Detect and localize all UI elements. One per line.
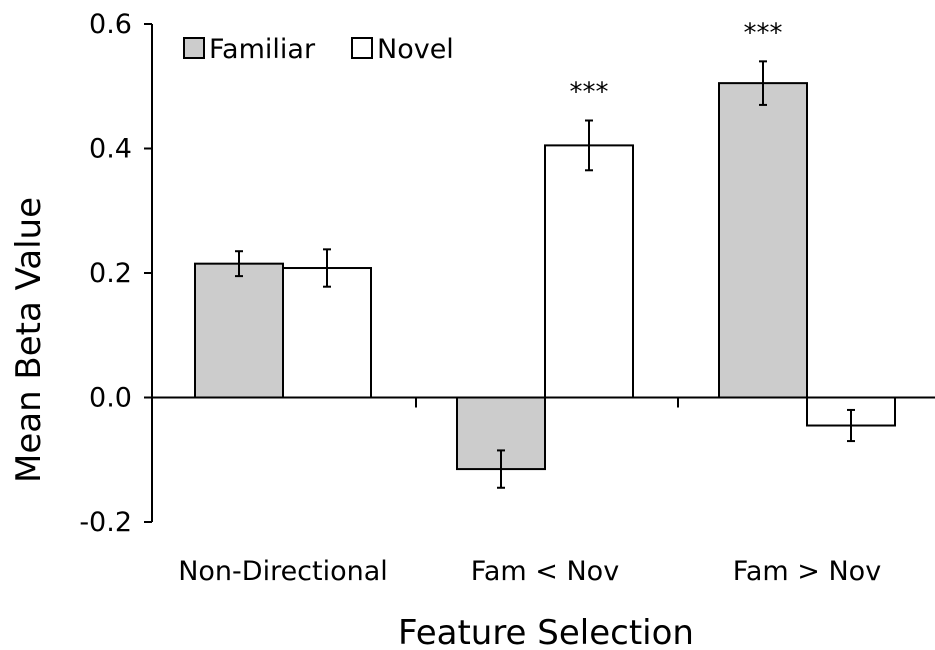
- y-tick-label: 0.2: [89, 258, 132, 289]
- y-tick-label: 0.6: [89, 9, 132, 40]
- legend-swatch: [351, 37, 373, 59]
- bar-group: [194, 82, 896, 471]
- y-tick-label: 0.4: [89, 134, 132, 165]
- significance-annotations: *** ***: [570, 18, 783, 107]
- legend: Familiar Novel: [183, 34, 454, 65]
- legend-label: Novel: [377, 34, 454, 65]
- category-labels: Non-Directional Fam < Nov Fam > Nov: [178, 556, 881, 587]
- legend-label: Familiar: [209, 34, 316, 65]
- category-label: Fam < Nov: [471, 556, 619, 587]
- error-bar-group: [235, 60, 855, 489]
- bar: [282, 267, 372, 399]
- y-tick-label: -0.2: [79, 507, 132, 538]
- y-tick-label: 0.0: [89, 383, 132, 414]
- y-tick-labels: -0.2 0.0 0.2 0.4 0.6: [79, 9, 132, 538]
- bar: [544, 144, 634, 399]
- category-label: Fam > Nov: [733, 556, 881, 587]
- bar: [194, 262, 284, 399]
- significance-label: ***: [744, 18, 783, 48]
- legend-swatch: [183, 37, 205, 59]
- category-label: Non-Directional: [178, 556, 388, 587]
- significance-label: ***: [570, 77, 609, 107]
- bar: [718, 82, 808, 399]
- x-axis-title: Feature Selection: [398, 613, 694, 650]
- y-axis-title: Mean Beta Value: [9, 197, 49, 483]
